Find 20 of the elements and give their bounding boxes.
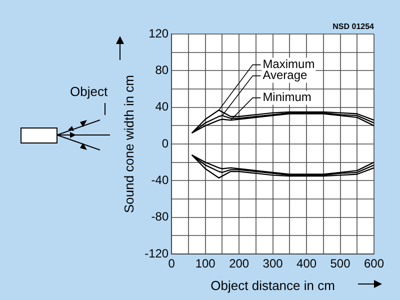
text: Object [70,84,108,99]
y-tick-label: 0 [162,136,169,150]
x-tick-label: 300 [262,256,284,271]
text: NSD 01254 [332,22,375,32]
x-axis-title: Object distance in cm [210,278,335,293]
y-axis-title: Sound cone width in cm [121,74,136,214]
y-tick-label: -40 [151,172,169,187]
x-tick-label: 400 [296,256,317,271]
x-tick-label: 600 [364,256,384,271]
x-tick-label: 200 [229,256,250,271]
y-tick-label: 80 [155,62,169,77]
y-tick-label: -80 [151,210,169,224]
series-label: Minimum [262,90,312,104]
text: Average [262,68,308,82]
x-tick-label: 100 [195,256,216,271]
x-tick-label: 500 [330,256,351,271]
y-tick-label: -120 [144,246,169,260]
text: Maximum [262,57,315,72]
y-tick-label: 120 [148,26,169,40]
y-tick-label: 40 [155,100,169,114]
